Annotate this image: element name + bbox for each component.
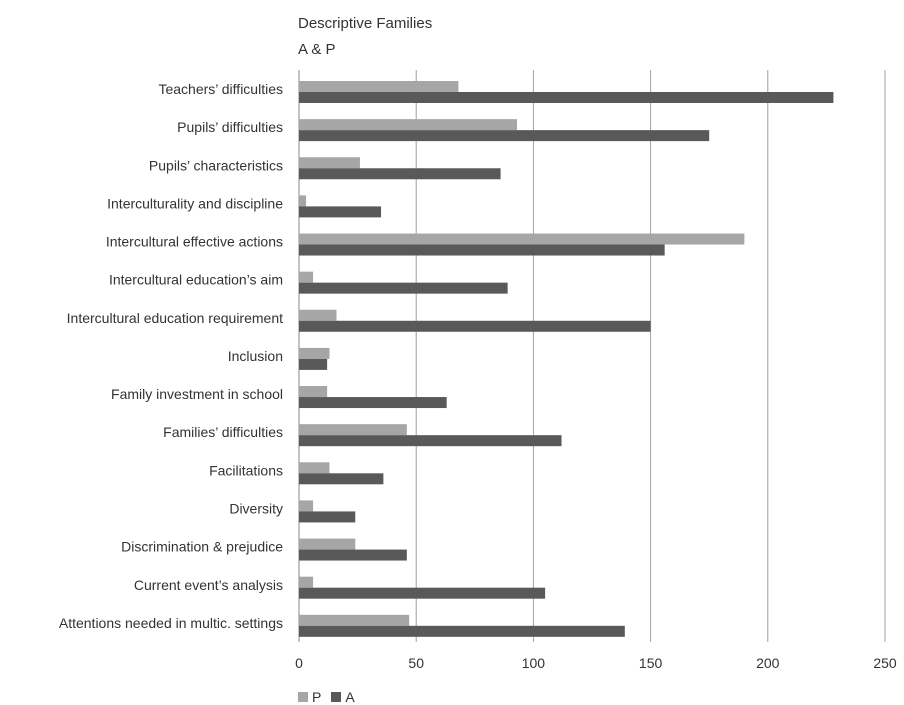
legend-label-a: A [345, 689, 355, 705]
legend-swatch-a [331, 692, 342, 702]
bar-p [299, 81, 459, 92]
category-label: Facilitations [209, 462, 283, 478]
category-label: Current event’s analysis [134, 577, 283, 593]
legend-label-p: P [312, 689, 322, 705]
bar-a [299, 320, 651, 332]
category-label: Inclusion [228, 348, 283, 364]
category-label: Families’ difficulties [163, 424, 283, 440]
bar-a [299, 244, 665, 256]
category-label: Pupils’ characteristics [149, 157, 283, 173]
x-tick-label: 0 [295, 655, 303, 671]
x-tick-label: 100 [522, 655, 546, 671]
bar-a [299, 625, 625, 637]
bar-a [299, 92, 834, 103]
bar-p [299, 424, 407, 436]
chart-title: Descriptive Families [298, 15, 433, 32]
bar-p [299, 576, 314, 588]
category-label: Intercultural effective actions [106, 234, 283, 250]
category-label: Intercultural education requirement [67, 310, 283, 326]
x-tick-label: 50 [408, 655, 424, 671]
x-tick-label: 200 [756, 655, 780, 671]
category-label: Discrimination & prejudice [121, 539, 283, 555]
bar-a [299, 282, 508, 294]
bar-a [299, 168, 501, 180]
bar-p [299, 233, 745, 245]
x-tick-label: 150 [639, 655, 663, 671]
chart-subtitle: A & P [298, 41, 336, 58]
bar-p [299, 119, 517, 131]
category-label: Attentions needed in multic. settings [59, 615, 283, 631]
bar-p [299, 538, 356, 550]
category-label: Family investment in school [111, 386, 283, 402]
bar-a [299, 358, 328, 370]
bar-p [299, 195, 307, 207]
legend-swatch-p [298, 692, 308, 702]
bar-p [299, 386, 328, 398]
bar-p [299, 309, 337, 321]
bar-p [299, 271, 314, 283]
bar-a [299, 397, 447, 409]
category-label: Interculturality and discipline [107, 195, 283, 211]
bar-a [299, 473, 384, 485]
category-label: Diversity [229, 500, 283, 516]
bar-p [299, 614, 410, 626]
bar-a [299, 130, 710, 142]
category-label: Teachers’ difficulties [158, 81, 283, 97]
bar-a [299, 587, 546, 599]
category-label: Intercultural education’s aim [109, 272, 283, 288]
bar-p [299, 500, 314, 512]
bar-a [299, 549, 407, 561]
bar-a [299, 435, 562, 447]
bar-p [299, 347, 330, 359]
legend: P A [298, 689, 365, 705]
category-label: Pupils’ difficulties [177, 119, 283, 135]
legend-item-a: A [331, 689, 355, 705]
x-tick-label: 250 [873, 655, 897, 671]
chart-title-block: Descriptive Families A & P [298, 11, 432, 63]
bar-a [299, 206, 382, 218]
bar-a [299, 511, 356, 523]
legend-item-p: P [298, 689, 321, 705]
bar-p [299, 462, 330, 474]
bar-p [299, 157, 360, 169]
